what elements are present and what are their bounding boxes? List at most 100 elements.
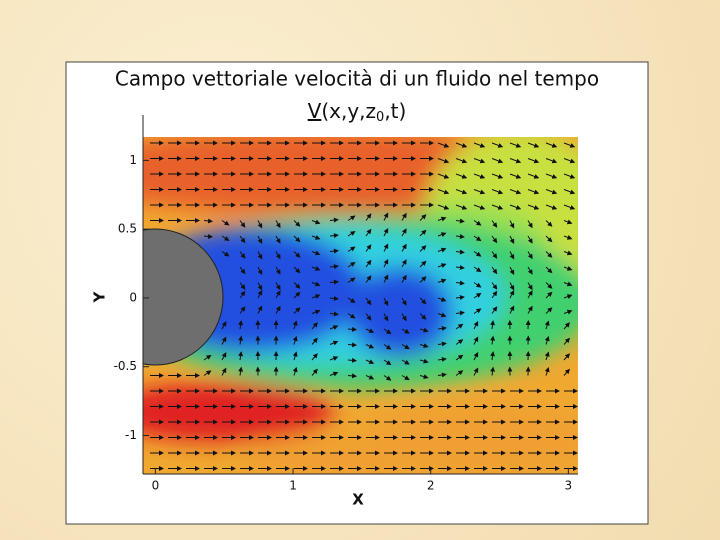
vector-arrow bbox=[419, 343, 429, 349]
vector-arrow bbox=[437, 247, 447, 253]
vector-arrow bbox=[257, 235, 263, 244]
vector-arrow bbox=[311, 294, 321, 299]
vector-arrow bbox=[563, 266, 573, 271]
vector-arrow bbox=[455, 295, 465, 300]
vector-arrow bbox=[329, 295, 339, 301]
vector-arrow bbox=[365, 228, 372, 237]
vector-arrow bbox=[275, 282, 281, 291]
vector-arrow bbox=[239, 251, 246, 259]
vector-arrow bbox=[437, 142, 450, 148]
vector-arrow bbox=[455, 265, 465, 270]
vector-arrow bbox=[545, 220, 553, 227]
vector-arrow bbox=[292, 351, 298, 361]
vector-arrow bbox=[329, 217, 339, 223]
vector-arrow bbox=[293, 291, 301, 299]
vector-arrow bbox=[490, 351, 496, 361]
vector-arrow bbox=[563, 337, 570, 345]
vector-arrow bbox=[455, 142, 468, 148]
vector-arrow bbox=[311, 219, 321, 225]
vector-arrow bbox=[491, 282, 498, 290]
vector-arrow bbox=[437, 189, 450, 195]
vector-arrow bbox=[221, 220, 230, 226]
vector-arrow bbox=[509, 305, 515, 314]
vector-arrow bbox=[221, 352, 227, 361]
vector-arrow bbox=[419, 276, 427, 283]
vector-arrow bbox=[293, 220, 301, 227]
vector-arrow bbox=[455, 339, 464, 345]
vector-arrow bbox=[329, 248, 339, 254]
vector-arrow bbox=[544, 366, 550, 376]
vector-arrow bbox=[419, 229, 427, 237]
vector-arrow bbox=[491, 266, 498, 275]
vector-arrow bbox=[455, 204, 468, 210]
x-tick-label: 0 bbox=[152, 479, 160, 493]
vector-arrow bbox=[473, 321, 479, 330]
vector-arrow bbox=[491, 306, 498, 314]
vector-arrow bbox=[293, 266, 301, 274]
vector-arrow bbox=[239, 306, 246, 314]
vector-arrow bbox=[491, 251, 498, 259]
cylinder bbox=[143, 228, 224, 366]
vector-arrow bbox=[311, 309, 321, 315]
vector-arrow bbox=[563, 142, 576, 148]
vector-arrow bbox=[329, 340, 339, 346]
y-axis-label: Y bbox=[91, 290, 109, 303]
vector-arrow bbox=[347, 246, 356, 252]
vector-arrow bbox=[473, 173, 486, 179]
vector-arrow bbox=[419, 214, 427, 221]
vector-arrow bbox=[473, 204, 486, 210]
vector-arrow bbox=[473, 282, 482, 288]
vector-arrow bbox=[544, 335, 550, 345]
vector-arrow bbox=[401, 313, 407, 322]
vector-arrow bbox=[275, 235, 281, 244]
vector-arrow bbox=[545, 251, 553, 258]
vector-arrow bbox=[365, 328, 375, 333]
vector-arrow bbox=[437, 341, 447, 347]
subtitle-args: (x,y,z bbox=[321, 99, 376, 123]
vector-arrow bbox=[365, 244, 372, 252]
vector-arrow bbox=[419, 260, 427, 268]
vector-arrow bbox=[437, 372, 447, 378]
vector-arrow bbox=[221, 235, 230, 241]
velocity-field bbox=[143, 137, 578, 474]
vector-arrow bbox=[292, 335, 298, 345]
x-tick-label: 2 bbox=[427, 479, 435, 493]
vector-arrow bbox=[455, 310, 465, 316]
vector-arrow bbox=[490, 366, 496, 376]
vector-arrow bbox=[527, 158, 540, 164]
vector-arrow bbox=[311, 322, 318, 330]
vector-arrow bbox=[437, 325, 447, 331]
vector-arrow bbox=[563, 235, 573, 240]
vector-arrow bbox=[203, 233, 213, 239]
vector-arrow bbox=[545, 307, 553, 314]
vector-arrow bbox=[437, 232, 447, 237]
vector-arrow bbox=[293, 307, 301, 314]
vector-arrow bbox=[545, 291, 553, 299]
x-axis-label: X bbox=[352, 491, 364, 509]
vector-arrow bbox=[419, 327, 429, 333]
vector-arrow bbox=[347, 277, 356, 283]
vector-arrow bbox=[257, 266, 263, 275]
vector-arrow bbox=[383, 243, 389, 252]
vector-arrow bbox=[275, 220, 281, 229]
vector-arrow bbox=[383, 228, 389, 237]
vector-arrow bbox=[203, 218, 213, 224]
vector-arrow bbox=[490, 320, 496, 330]
vector-arrow bbox=[437, 173, 450, 179]
vector-arrow bbox=[563, 189, 576, 195]
vector-arrow bbox=[563, 250, 573, 256]
vector-arrow bbox=[527, 290, 533, 299]
vector-arrow bbox=[473, 142, 486, 148]
vector-arrow bbox=[292, 320, 298, 330]
vector-arrow bbox=[329, 356, 339, 361]
vector-arrow bbox=[383, 259, 389, 268]
vector-arrow bbox=[437, 278, 447, 284]
vector-arrow bbox=[544, 320, 550, 330]
vector-arrow bbox=[275, 290, 281, 299]
vector-arrow bbox=[491, 173, 504, 179]
vector-arrow bbox=[473, 220, 482, 226]
vector-arrow bbox=[311, 266, 321, 271]
vector-arrow bbox=[275, 305, 281, 314]
vector-arrow bbox=[491, 158, 504, 164]
